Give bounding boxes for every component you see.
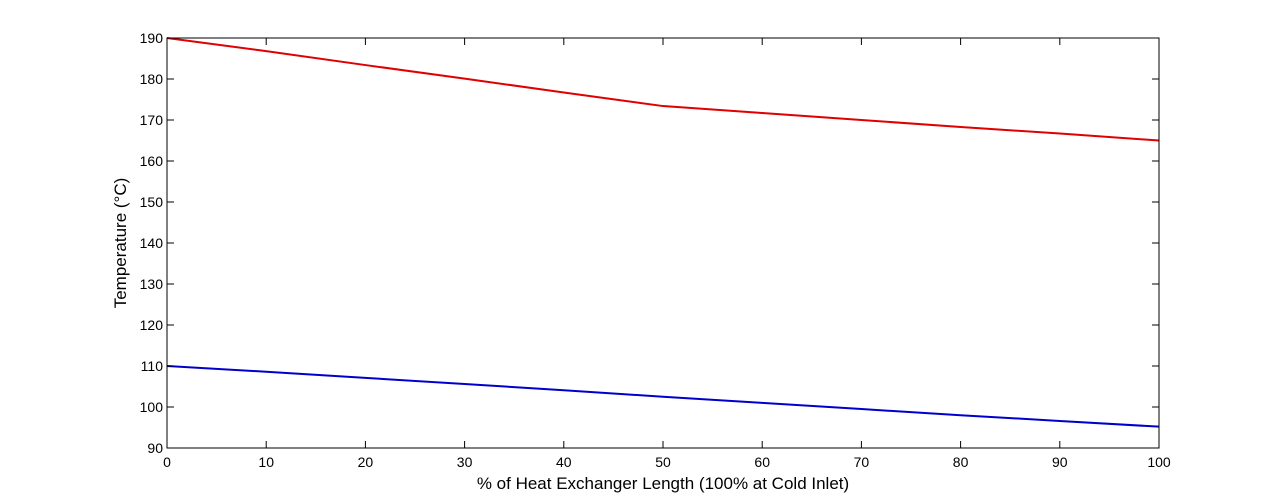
x-tick-label: 40 (556, 454, 572, 470)
y-tick-label: 150 (140, 194, 164, 210)
x-tick-label: 20 (358, 454, 374, 470)
y-tick-label: 170 (140, 112, 164, 128)
y-tick-label: 180 (140, 71, 164, 87)
y-tick-label: 190 (140, 30, 164, 46)
y-axis-label: Temperature (°C) (111, 178, 130, 309)
series-layer (166, 37, 1160, 428)
plot-background (167, 38, 1159, 448)
x-axis-label: % of Heat Exchanger Length (100% at Cold… (477, 474, 849, 493)
axes-layer: 0 10 20 30 40 50 60 70 80 90 100 90 100 110 120 130 140 1… (140, 30, 1171, 470)
y-tick-label: 110 (141, 358, 164, 374)
x-tick-label: 90 (1052, 454, 1068, 470)
series-line-2 (166, 365, 1160, 428)
y-tick-label: 90 (147, 440, 163, 456)
y-tick-label: 120 (140, 317, 164, 333)
x-tick-label: 0 (163, 454, 171, 470)
y-tick-label: 130 (140, 276, 164, 292)
x-tick-label: 80 (953, 454, 969, 470)
x-tick-label: 30 (457, 454, 473, 470)
y-tick-label: 160 (140, 153, 164, 169)
x-tick-label: 100 (1147, 454, 1171, 470)
y-tick-label: 100 (140, 399, 164, 415)
x-tick-label: 50 (655, 454, 671, 470)
x-tick-label: 10 (258, 454, 274, 470)
x-tick-label: 60 (754, 454, 770, 470)
series-line-1 (166, 37, 1160, 142)
y-tick-label: 140 (140, 235, 164, 251)
x-tick-label: 70 (854, 454, 870, 470)
